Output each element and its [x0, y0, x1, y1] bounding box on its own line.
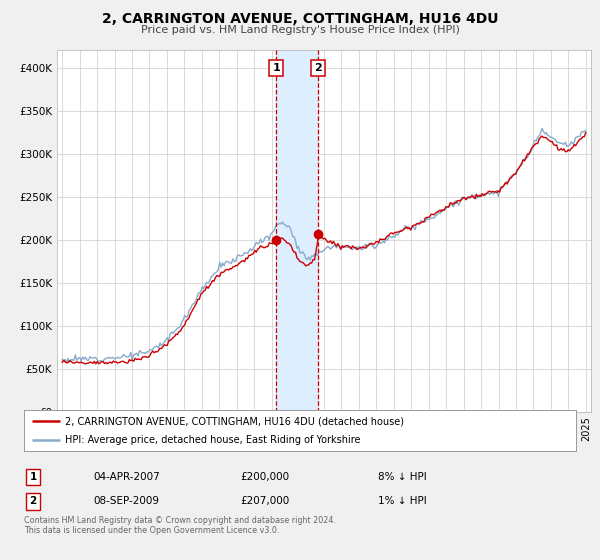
Text: 1: 1	[29, 472, 37, 482]
Text: 2, CARRINGTON AVENUE, COTTINGHAM, HU16 4DU: 2, CARRINGTON AVENUE, COTTINGHAM, HU16 4…	[102, 12, 498, 26]
Bar	[277, 50, 319, 412]
Text: 2: 2	[29, 496, 37, 506]
Text: 1: 1	[272, 63, 280, 73]
Text: 1% ↓ HPI: 1% ↓ HPI	[378, 496, 427, 506]
Text: 8% ↓ HPI: 8% ↓ HPI	[378, 472, 427, 482]
Text: 08-SEP-2009: 08-SEP-2009	[93, 496, 159, 506]
Text: Price paid vs. HM Land Registry's House Price Index (HPI): Price paid vs. HM Land Registry's House …	[140, 25, 460, 35]
Text: 2: 2	[314, 63, 322, 73]
Text: £207,000: £207,000	[240, 496, 289, 506]
Text: 2, CARRINGTON AVENUE, COTTINGHAM, HU16 4DU (detached house): 2, CARRINGTON AVENUE, COTTINGHAM, HU16 4…	[65, 417, 404, 426]
Text: £200,000: £200,000	[240, 472, 289, 482]
Text: This data is licensed under the Open Government Licence v3.0.: This data is licensed under the Open Gov…	[24, 526, 280, 535]
Text: HPI: Average price, detached house, East Riding of Yorkshire: HPI: Average price, detached house, East…	[65, 435, 361, 445]
Text: 04-APR-2007: 04-APR-2007	[93, 472, 160, 482]
Text: Contains HM Land Registry data © Crown copyright and database right 2024.: Contains HM Land Registry data © Crown c…	[24, 516, 336, 525]
